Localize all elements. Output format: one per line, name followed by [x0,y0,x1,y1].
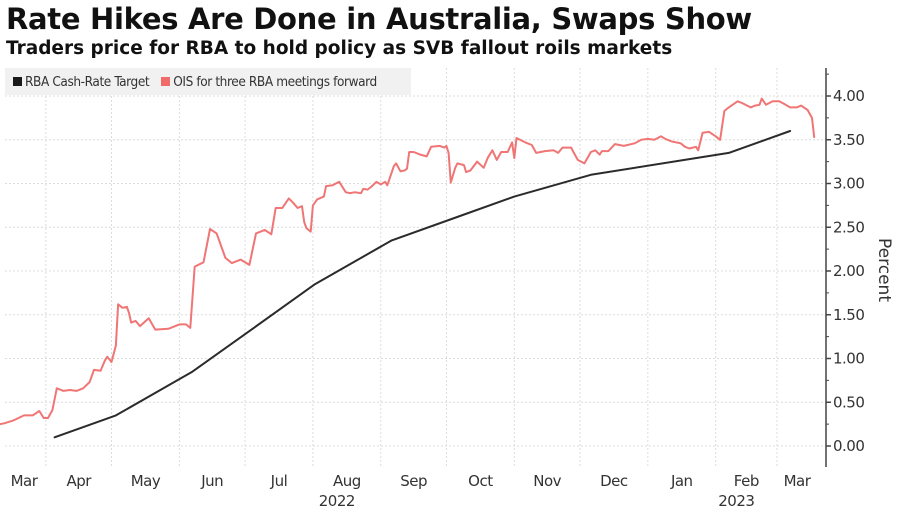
y-tick-label: 4.00 [833,87,864,105]
x-tick-label: Mar [11,472,39,490]
gridlines [5,68,826,467]
y-tick-label: 3.00 [833,175,864,193]
legend-item-cash-rate[interactable]: RBA Cash-Rate Target [13,73,150,90]
y-tick-label: 0.00 [833,437,864,455]
legend-item-ois[interactable]: OIS for three RBA meetings forward [161,74,377,90]
chart-title: Rate Hikes Are Done in Australia, Swaps … [6,2,752,36]
x-tick-label: Jul [270,472,288,490]
legend-label: OIS for three RBA meetings forward [173,73,377,90]
y-tick-label: 1.50 [833,306,864,324]
x-tick-label: Aug [333,472,361,490]
legend-swatch-ois [161,77,171,86]
x-tick-label: Oct [468,472,493,490]
x-tick-label: Jun [200,472,223,490]
y-tick-label: 0.50 [833,393,864,411]
legend: RBA Cash-Rate Target OIS for three RBA m… [5,68,411,95]
series-lines [0,97,816,439]
y-axis-label: Percent [874,238,894,302]
x-axis: Mar Apr May Jun Jul Aug 2022 Sep Oct Nov Dec Jan Feb… [11,472,813,510]
y-tick-label: 2.50 [833,218,864,236]
y-tick-label: 1.00 [833,350,864,368]
y-tick-label: 3.50 [833,131,864,149]
legend-swatch-cash-rate [13,77,22,86]
x-tick-label: Apr [66,472,92,490]
x-tick-label: Feb [734,472,759,490]
x-tick-label: Sep [400,472,427,490]
x-year-label: 2022 [319,492,355,510]
y-tick-label: 2.00 [833,262,864,280]
x-year-label: 2023 [718,492,754,510]
x-tick-label: Jan [670,472,693,490]
x-tick-label: Nov [533,472,561,490]
ois-line [0,97,816,426]
x-tick-label: Mar [784,472,812,490]
x-tick-label: Dec [600,472,628,490]
cash-rate-line [53,130,792,439]
legend-label: RBA Cash-Rate Target [25,73,150,90]
chart-subtitle: Traders price for RBA to hold policy as … [6,38,673,59]
y-axis: 0.00 0.50 1.00 1.50 2.00 2.50 3.00 3.50 4.00 [825,68,865,467]
x-tick-label: May [131,472,161,490]
